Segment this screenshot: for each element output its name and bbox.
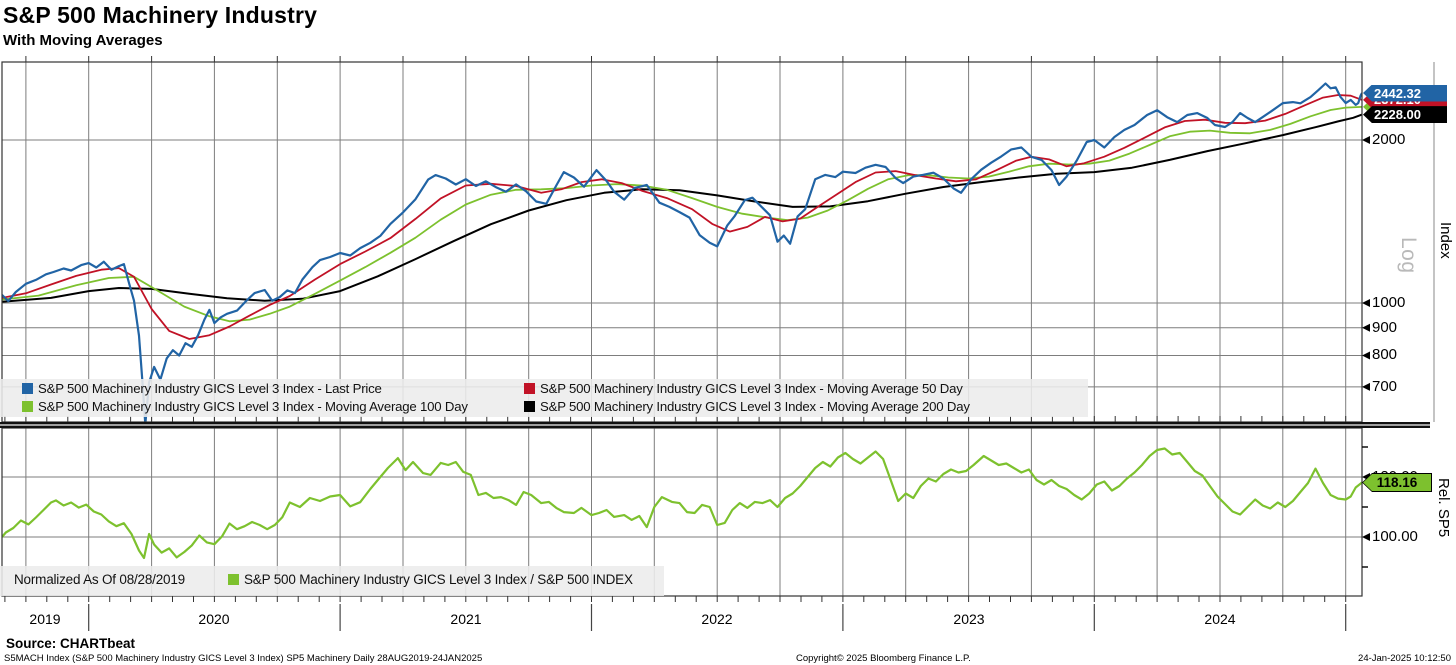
legend-item-ma200[interactable]: S&P 500 Machinery Industry GICS Level 3 … [524,399,970,414]
ma50-swatch [524,383,535,394]
lower-legend: Normalized As Of 08/28/2019 S&P 500 Mach… [0,566,664,596]
legend-label: S&P 500 Machinery Industry GICS Level 3 … [540,399,970,414]
legend-item-relative[interactable]: S&P 500 Machinery Industry GICS Level 3 … [228,572,633,587]
legend-label: S&P 500 Machinery Industry GICS Level 3 … [244,572,633,587]
copyright-note: Copyright© 2025 Bloomberg Finance L.P. [796,653,971,664]
last-price-line [2,82,1362,422]
main-legend: S&P 500 Machinery Industry GICS Level 3 … [0,379,1088,417]
relative-panel-series [2,447,1362,560]
ma200-line [2,113,1362,303]
ticker-description: S5MACH Index (S&P 500 Machinery Industry… [4,653,483,664]
timestamp: 24-Jan-2025 10:12:50 [1358,653,1451,664]
page-title: S&P 500 Machinery Industry [3,2,318,28]
legend-item-ma100[interactable]: S&P 500 Machinery Industry GICS Level 3 … [22,399,468,414]
price-panel-series [2,82,1362,422]
relative-swatch [228,574,239,585]
page-subtitle: With Moving Averages [3,32,163,49]
log-scale-label[interactable]: Log [1397,237,1420,274]
index-axis-label: Index [1437,222,1454,259]
rel-sp5-axis-label: Rel. SP5 [1435,478,1452,538]
ma100-swatch [22,401,33,412]
ma200-swatch [524,401,535,412]
legend-item-last-price[interactable]: S&P 500 Machinery Industry GICS Level 3 … [22,381,382,396]
legend-label: S&P 500 Machinery Industry GICS Level 3 … [38,381,382,396]
relative-strength-line [2,447,1362,560]
normalized-note: Normalized As Of 08/28/2019 [14,572,185,587]
source-note: Source: CHARTbeat [6,636,136,651]
legend-item-ma50[interactable]: S&P 500 Machinery Industry GICS Level 3 … [524,381,963,396]
ma50-line [2,94,1362,340]
legend-label: S&P 500 Machinery Industry GICS Level 3 … [540,381,963,396]
last-price-swatch [22,383,33,394]
legend-label: S&P 500 Machinery Industry GICS Level 3 … [38,399,468,414]
axis-ticks [1362,136,1370,568]
panel-borders [0,61,1435,597]
